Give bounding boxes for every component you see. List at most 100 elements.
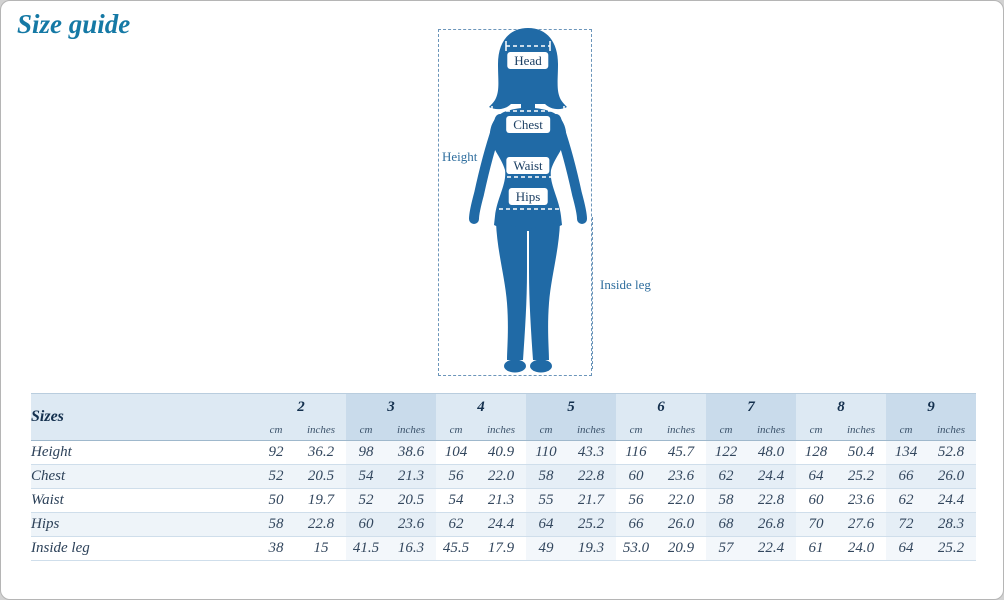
value-inches: 21.3: [386, 464, 436, 489]
row-label: Height: [31, 444, 72, 460]
value-inches: 20.9: [667, 540, 695, 556]
table-row: Waist 50 19.7 52 20.5 54 21.3 55 21.7 56 22.0 58 22.…: [31, 488, 976, 513]
value-cm: 58: [526, 464, 566, 489]
height-label: Height: [442, 149, 478, 164]
table-row: Inside leg 38 15 41.5 16.3 45.5 17.9 49 19.3 53.0…: [31, 536, 976, 561]
hips-measure-label: Hips: [508, 188, 548, 205]
value-cm: 62: [448, 516, 464, 532]
value-cm: 52: [346, 488, 386, 513]
figure-right-arm: [551, 114, 587, 224]
unit-inches-header: inches: [746, 420, 796, 441]
unit-inches-header: inches: [476, 420, 526, 441]
value-inches: 50.4: [847, 444, 875, 460]
value-cm: 122: [706, 440, 746, 465]
value-inches: 22.4: [746, 536, 796, 561]
value-inches: 22.0: [487, 468, 515, 484]
table-row: Height 92 36.2 98 38.6 104 40.9 110 43.3 116 45.7 1…: [31, 440, 976, 465]
value-cm: 38: [268, 540, 284, 556]
value-cm: 62: [886, 488, 926, 513]
unit-inches-header: inches: [836, 420, 886, 441]
value-inches: 26.0: [667, 516, 695, 532]
value-inches: 36.2: [307, 444, 335, 460]
value-inches: 43.3: [566, 440, 616, 465]
value-inches: 17.9: [487, 540, 515, 556]
value-cm: 64: [808, 468, 824, 484]
unit-inches-header: inches: [656, 420, 706, 441]
value-cm: 54: [346, 464, 386, 489]
value-inches: 24.4: [926, 488, 976, 513]
row-label: Waist: [31, 492, 64, 508]
value-cm: 72: [886, 512, 926, 537]
chest-measure-label: Chest: [506, 116, 550, 133]
value-inches: 40.9: [487, 444, 515, 460]
value-inches: 26.0: [926, 464, 976, 489]
value-inches: 23.6: [667, 468, 695, 484]
value-cm: 61: [808, 540, 824, 556]
value-cm: 134: [886, 440, 926, 465]
head-measure-label: Head: [507, 52, 549, 69]
height-measure-box: [438, 29, 592, 376]
figure-left-foot: [504, 359, 526, 373]
value-inches: 22.0: [667, 492, 695, 508]
value-inches: 15: [313, 540, 329, 556]
value-inches: 21.7: [566, 488, 616, 513]
value-cm: 60: [628, 468, 644, 484]
row-label: Inside leg: [31, 540, 90, 556]
unit-cm-header: cm: [706, 420, 746, 441]
value-cm: 56: [628, 492, 644, 508]
value-cm: 41.5: [346, 536, 386, 561]
table-row: Hips 58 22.8 60 23.6 62 24.4 64 25.2 66 26.0 68 26.8…: [31, 512, 976, 537]
unit-inches-header: inches: [386, 420, 436, 441]
value-inches: 24.4: [487, 516, 515, 532]
size-column-header: 9: [886, 393, 976, 420]
value-inches: 22.8: [746, 488, 796, 513]
value-cm: 52: [268, 468, 284, 484]
unit-cm-header: cm: [346, 420, 386, 441]
row-label: Chest: [31, 468, 66, 484]
value-inches: 45.7: [667, 444, 695, 460]
value-cm: 50: [268, 492, 284, 508]
page-title: Size guide: [17, 9, 131, 39]
value-cm: 58: [268, 516, 284, 532]
unit-cm-header: cm: [436, 420, 476, 441]
value-cm: 98: [346, 440, 386, 465]
table-row: Chest 52 20.5 54 21.3 56 22.0 58 22.8 60 23.6 62 24.…: [31, 464, 976, 489]
value-cm: 62: [706, 464, 746, 489]
value-cm: 55: [526, 488, 566, 513]
value-inches: 52.8: [926, 440, 976, 465]
figure-left-leg: [496, 222, 527, 360]
unit-inches-header: inches: [296, 420, 346, 441]
value-cm: 53.0: [622, 540, 650, 556]
value-cm: 110: [526, 440, 566, 465]
unit-inches-header: inches: [926, 420, 976, 441]
value-cm: 64: [886, 536, 926, 561]
size-column-header: 3: [346, 393, 436, 420]
measure-lines: [491, 41, 565, 214]
value-cm: 64: [526, 512, 566, 537]
figure-arms: [469, 114, 587, 224]
value-cm: 68: [706, 512, 746, 537]
waist-measure-label: Waist: [506, 157, 550, 174]
value-inches: 20.5: [307, 468, 335, 484]
inside-leg-measure-line: [592, 217, 593, 369]
value-inches: 27.6: [847, 516, 875, 532]
size-column-header: 6: [616, 393, 706, 420]
unit-cm-header: cm: [526, 420, 566, 441]
value-inches: 24.4: [746, 464, 796, 489]
size-column-header: 2: [256, 393, 346, 420]
value-cm: 92: [268, 444, 284, 460]
value-cm: 54: [448, 492, 464, 508]
unit-inches-header: inches: [566, 420, 616, 441]
value-inches: 25.2: [566, 512, 616, 537]
figure-right-leg: [529, 222, 560, 360]
sizes-header: Sizes: [31, 393, 256, 441]
value-cm: 66: [628, 516, 644, 532]
value-inches: 21.3: [487, 492, 515, 508]
unit-cm-header: cm: [616, 420, 656, 441]
value-inches: 19.3: [566, 536, 616, 561]
value-cm: 60: [346, 512, 386, 537]
value-inches: 24.0: [847, 540, 875, 556]
value-cm: 116: [625, 444, 647, 460]
value-inches: 48.0: [746, 440, 796, 465]
